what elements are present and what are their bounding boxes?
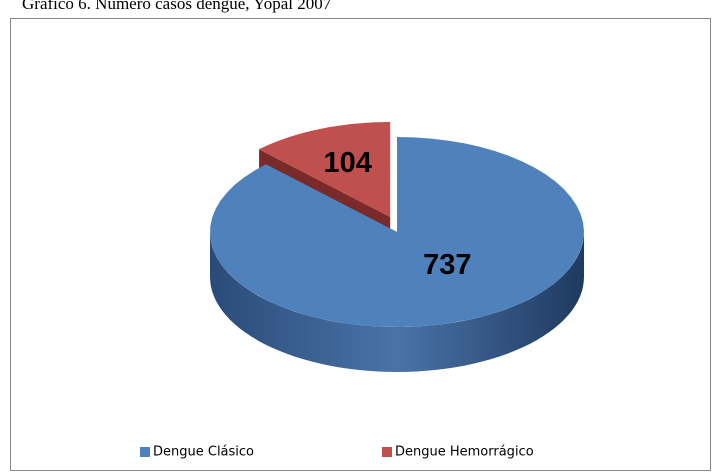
slice-side (210, 232, 584, 372)
data-label: 104 (323, 147, 371, 179)
legend-label: Dengue Clásico (153, 445, 254, 460)
data-label: 737 (423, 249, 471, 281)
legend-label: Dengue Hemorrágico (395, 445, 534, 460)
chart-title: Gráfico 6. Número casos dengue, Yopal 20… (22, 0, 332, 13)
legend-swatch (140, 447, 150, 457)
slice-top (259, 122, 391, 218)
pie-slice (210, 137, 584, 372)
slice-top (210, 137, 584, 327)
title-band (0, 0, 724, 18)
legend-swatch (382, 447, 392, 457)
